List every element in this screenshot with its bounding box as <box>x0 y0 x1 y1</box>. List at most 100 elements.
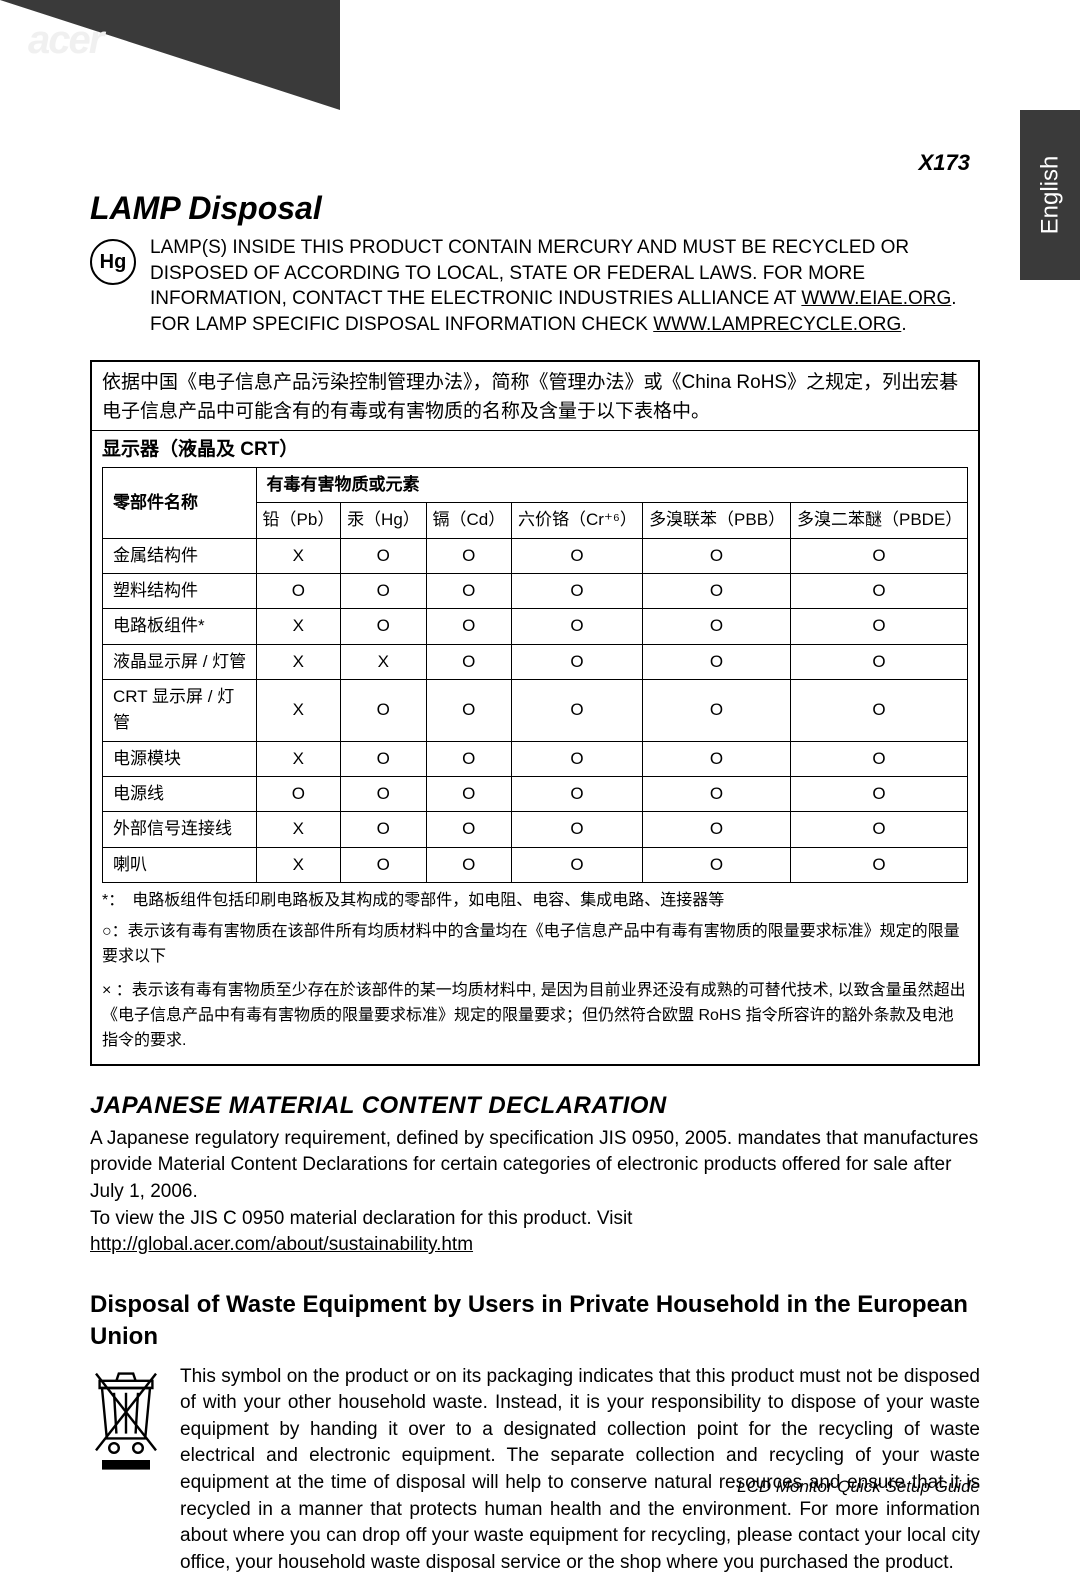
rohs-value-cell: O <box>643 609 791 644</box>
rohs-part-cell: 喇叭 <box>103 847 257 882</box>
rohs-value-cell: O <box>341 812 426 847</box>
rohs-value-cell: O <box>511 847 642 882</box>
rohs-row: 电源线OOOOOO <box>103 776 968 811</box>
rohs-value-cell: O <box>341 679 426 741</box>
rohs-value-cell: O <box>791 776 968 811</box>
rohs-value-cell: O <box>643 573 791 608</box>
rohs-value-cell: O <box>511 573 642 608</box>
rohs-part-cell: 电源模块 <box>103 741 257 776</box>
rohs-value-cell: O <box>791 609 968 644</box>
eiae-link[interactable]: WWW.EIAE.ORG <box>801 288 951 309</box>
rohs-value-cell: O <box>511 538 642 573</box>
rohs-value-cell: O <box>643 741 791 776</box>
rohs-row: 金属结构件XOOOOO <box>103 538 968 573</box>
lamprecycle-link[interactable]: WWW.LAMPRECYCLE.ORG <box>653 314 901 335</box>
rohs-value-cell: O <box>341 776 426 811</box>
rohs-value-cell: O <box>426 609 511 644</box>
rohs-value-cell: O <box>426 679 511 741</box>
rohs-value-cell: O <box>643 538 791 573</box>
rohs-note-o: ○：表示该有毒有害物质在该部件所有均质材料中的含量均在《电子信息产品中有毒有害物… <box>102 920 968 970</box>
rohs-part-cell: 电源线 <box>103 776 257 811</box>
japanese-link[interactable]: http://global.acer.com/about/sustainabil… <box>90 1232 980 1259</box>
rohs-value-cell: O <box>643 776 791 811</box>
japanese-heading: JAPANESE MATERIAL CONTENT DECLARATION <box>90 1092 980 1120</box>
weee-body: This symbol on the product or on its pac… <box>180 1364 980 1576</box>
rohs-note-x: × ：表示该有毒有害物质至少存在於该部件的某一均质材料中, 是因为目前业界还没有… <box>102 979 968 1053</box>
language-label: English <box>1036 156 1064 235</box>
rohs-value-cell: O <box>643 644 791 679</box>
rohs-value-cell: X <box>256 847 341 882</box>
rohs-value-cell: X <box>256 679 341 741</box>
brand-logo: acer <box>28 18 102 63</box>
rohs-row: 塑料结构件OOOOOO <box>103 573 968 608</box>
china-rohs-box: 依据中国《电子信息产品污染控制管理办法》，简称《管理办法》或《China RoH… <box>90 360 980 1066</box>
rohs-value-cell: X <box>256 812 341 847</box>
rohs-value-cell: O <box>426 538 511 573</box>
footer-text: LCD Monitor Quick Setup Guide <box>737 1477 980 1497</box>
rohs-row: 电路板组件*XOOOOO <box>103 609 968 644</box>
rohs-value-cell: O <box>341 609 426 644</box>
rohs-value-cell: O <box>511 741 642 776</box>
rohs-value-cell: O <box>426 776 511 811</box>
rohs-table: 零部件名称 有毒有害物质或元素 铅（Pb）汞（Hg）镉（Cd）六价铬（Cr⁺⁶）… <box>102 467 968 883</box>
rohs-value-cell: O <box>426 741 511 776</box>
rohs-row: 液晶显示屏 / 灯管XXOOOO <box>103 644 968 679</box>
rohs-value-cell: O <box>643 812 791 847</box>
rohs-col-header: 镉（Cd） <box>426 503 511 538</box>
rohs-value-cell: O <box>426 644 511 679</box>
japanese-body1: A Japanese regulatory requirement, defin… <box>90 1126 980 1206</box>
rohs-value-cell: X <box>341 644 426 679</box>
rohs-value-cell: O <box>511 679 642 741</box>
weee-bin-icon <box>90 1364 162 1576</box>
rohs-part-header: 零部件名称 <box>103 467 257 538</box>
rohs-part-cell: 塑料结构件 <box>103 573 257 608</box>
rohs-value-cell: O <box>643 679 791 741</box>
rohs-value-cell: O <box>341 573 426 608</box>
rohs-value-cell: O <box>511 609 642 644</box>
rohs-value-cell: O <box>341 538 426 573</box>
rohs-value-cell: O <box>511 644 642 679</box>
rohs-col-header: 多溴联苯（PBB） <box>643 503 791 538</box>
rohs-part-cell: 外部信号连接线 <box>103 812 257 847</box>
rohs-col-header: 六价铬（Cr⁺⁶） <box>511 503 642 538</box>
rohs-row: 电源模块XOOOOO <box>103 741 968 776</box>
rohs-value-cell: O <box>511 776 642 811</box>
rohs-intro: 依据中国《电子信息产品污染控制管理办法》，简称《管理办法》或《China RoH… <box>102 368 968 427</box>
rohs-part-cell: 电路板组件* <box>103 609 257 644</box>
rohs-value-cell: X <box>256 644 341 679</box>
lamp-disposal-heading: LAMP Disposal <box>90 190 980 227</box>
rohs-display-type: 显示器（液晶及 CRT） <box>102 435 968 464</box>
rohs-value-cell: O <box>791 644 968 679</box>
model-label: X173 <box>919 150 970 176</box>
rohs-row: 外部信号连接线XOOOOO <box>103 812 968 847</box>
rohs-col-header: 铅（Pb） <box>256 503 341 538</box>
rohs-value-cell: O <box>341 847 426 882</box>
rohs-value-cell: O <box>256 573 341 608</box>
rohs-part-cell: CRT 显示屏 / 灯管 <box>103 679 257 741</box>
rohs-value-cell: O <box>791 538 968 573</box>
rohs-col-header: 汞（Hg） <box>341 503 426 538</box>
rohs-value-cell: O <box>791 812 968 847</box>
rohs-row: 喇叭XOOOOO <box>103 847 968 882</box>
rohs-row: CRT 显示屏 / 灯管XOOOOO <box>103 679 968 741</box>
rohs-part-cell: 金属结构件 <box>103 538 257 573</box>
japanese-body2: To view the JIS C 0950 material declarat… <box>90 1206 980 1233</box>
rohs-value-cell: X <box>256 538 341 573</box>
lamp-disposal-text: LAMP(S) INSIDE THIS PRODUCT CONTAIN MERC… <box>150 235 980 338</box>
mercury-icon: Hg <box>90 239 136 285</box>
rohs-value-cell: O <box>426 812 511 847</box>
rohs-col-header: 多溴二苯醚（PBDE） <box>791 503 968 538</box>
rohs-value-cell: O <box>511 812 642 847</box>
rohs-value-cell: O <box>256 776 341 811</box>
weee-heading: Disposal of Waste Equipment by Users in … <box>90 1289 980 1354</box>
language-tab: English <box>1020 110 1080 280</box>
rohs-value-cell: O <box>426 573 511 608</box>
rohs-value-cell: X <box>256 741 341 776</box>
rohs-value-cell: O <box>791 741 968 776</box>
rohs-note-star: *： 电路板组件包括印刷电路板及其构成的零部件，如电阻、电容、集成电路、连接器等 <box>102 889 968 914</box>
rohs-value-cell: O <box>643 847 791 882</box>
rohs-value-cell: O <box>426 847 511 882</box>
rohs-value-cell: O <box>791 847 968 882</box>
rohs-value-cell: O <box>341 741 426 776</box>
rohs-substance-header: 有毒有害物质或元素 <box>256 467 967 502</box>
